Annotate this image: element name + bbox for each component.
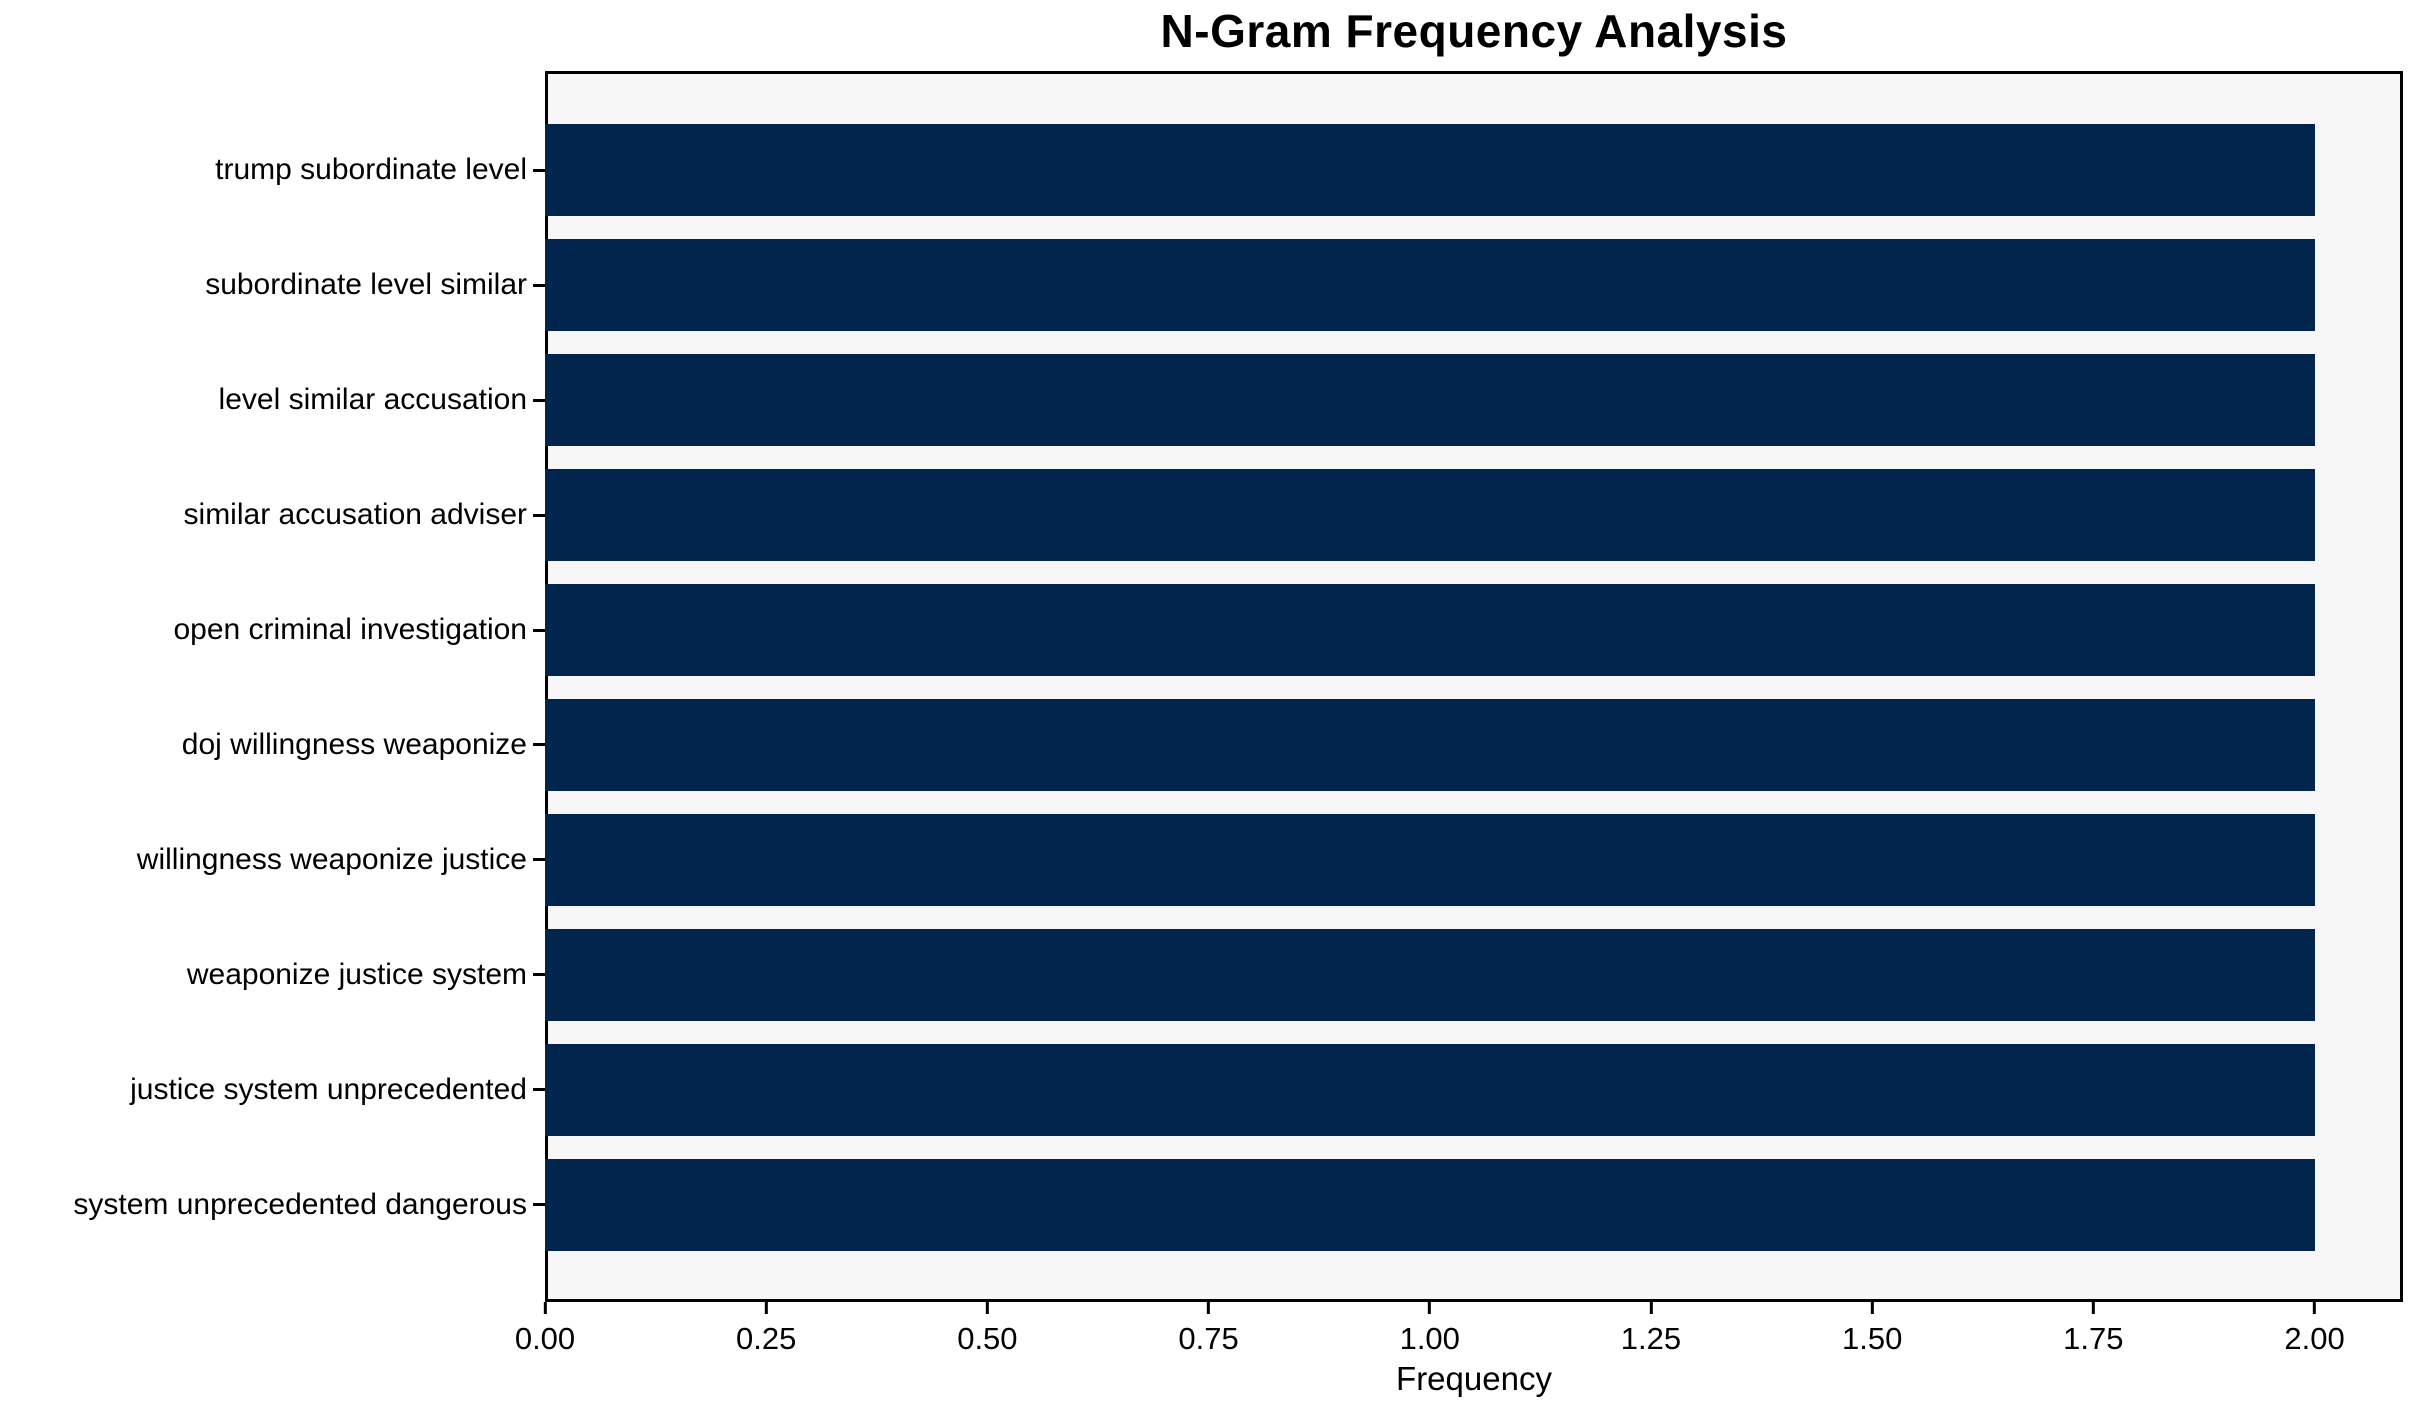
x-tick-mark <box>1207 1302 1211 1314</box>
y-label-row: subordinate level similar <box>0 228 527 343</box>
x-tick: 0.75 <box>1178 1302 1239 1357</box>
y-tick-label: similar accusation adviser <box>183 498 527 532</box>
y-tick-mark <box>533 1088 545 1092</box>
y-tick-row <box>533 343 545 458</box>
y-label-row: trump subordinate level <box>0 113 527 228</box>
y-label-row: similar accusation adviser <box>0 458 527 573</box>
bar-row <box>545 228 2403 343</box>
x-tick: 1.75 <box>2063 1302 2124 1357</box>
y-tick-mark <box>533 743 545 747</box>
y-tick-label: open criminal investigation <box>173 613 527 647</box>
x-tick: 2.00 <box>2284 1302 2345 1357</box>
y-tick-label: willingness weaponize justice <box>136 842 527 876</box>
bar-row <box>545 113 2403 228</box>
y-tick-mark <box>533 973 545 977</box>
y-tick-row <box>533 917 545 1032</box>
x-tick-mark <box>1428 1302 1432 1314</box>
y-tick-mark <box>533 858 545 862</box>
y-tick-label: level similar accusation <box>218 383 527 417</box>
x-tick-label: 1.25 <box>1620 1321 1682 1356</box>
y-tick-mark <box>533 283 545 287</box>
bar <box>545 1043 2315 1136</box>
y-axis-tick-marks <box>533 71 545 1302</box>
x-tick: 1.00 <box>1400 1302 1460 1357</box>
y-label-row: level similar accusation <box>0 343 527 458</box>
x-tick-mark <box>1870 1302 1874 1314</box>
bar-row <box>545 573 2403 688</box>
x-tick-mark <box>764 1302 768 1314</box>
x-tick-label: 2.00 <box>2284 1321 2345 1356</box>
x-tick-label: 0.75 <box>1178 1321 1239 1356</box>
bar <box>545 469 2315 562</box>
x-tick-label: 0.00 <box>514 1321 576 1356</box>
y-tick-mark <box>533 513 545 517</box>
y-label-row: system unprecedented dangerous <box>0 1147 527 1262</box>
x-tick-label: 0.50 <box>957 1321 1018 1356</box>
bar <box>545 124 2315 217</box>
y-label-row: doj willingness weaponize <box>0 688 527 803</box>
y-tick-row <box>533 573 545 688</box>
y-tick-label: justice system unprecedented <box>130 1072 527 1106</box>
y-label-row: justice system unprecedented <box>0 1032 527 1147</box>
chart-title: N-Gram Frequency Analysis <box>1160 5 1788 57</box>
x-axis-label: Frequency <box>1396 1360 1552 1397</box>
bar-row <box>545 458 2403 573</box>
bar <box>545 928 2315 1021</box>
y-label-row: willingness weaponize justice <box>0 802 527 917</box>
y-label-row: open criminal investigation <box>0 573 527 688</box>
y-tick-row <box>533 458 545 573</box>
x-axis-ticks: 0.00 0.25 0.50 0.75 1.00 1.25 1.50 1.75 2.00 <box>515 1302 2403 1402</box>
bar-row <box>545 802 2403 917</box>
y-tick-label: subordinate level similar <box>205 268 527 302</box>
x-tick: 1.50 <box>1842 1302 1902 1357</box>
x-tick-mark <box>543 1302 547 1314</box>
x-tick: 0.25 <box>736 1302 796 1357</box>
x-tick: 1.25 <box>1621 1302 1681 1357</box>
y-tick-mark <box>533 398 545 402</box>
x-tick-label: 1.50 <box>1841 1321 1903 1356</box>
y-tick-mark <box>533 168 545 172</box>
bar <box>545 1158 2315 1251</box>
bars-container <box>545 71 2403 1302</box>
x-tick: 0.50 <box>957 1302 1018 1357</box>
x-tick-mark <box>1649 1302 1653 1314</box>
x-tick-mark <box>2313 1302 2317 1314</box>
y-tick-mark <box>533 628 545 632</box>
y-tick-row <box>533 1032 545 1147</box>
y-label-row: weaponize justice system <box>0 917 527 1032</box>
y-tick-row <box>533 113 545 228</box>
bar <box>545 354 2315 447</box>
x-tick-mark <box>985 1302 989 1314</box>
bar-row <box>545 1147 2403 1262</box>
bar <box>545 584 2315 677</box>
bar-row <box>545 917 2403 1032</box>
y-tick-row <box>533 228 545 343</box>
bar <box>545 239 2315 332</box>
x-tick: 0.00 <box>515 1302 575 1357</box>
x-tick-mark <box>2091 1302 2095 1314</box>
bar <box>545 699 2315 791</box>
y-tick-label: trump subordinate level <box>215 153 527 187</box>
y-tick-row <box>533 1147 545 1262</box>
bar <box>545 813 2315 906</box>
y-tick-mark <box>533 1203 545 1207</box>
bar-row <box>545 688 2403 803</box>
x-tick-label: 0.25 <box>736 1321 797 1356</box>
x-tick-label: 1.00 <box>1399 1321 1460 1356</box>
y-tick-row <box>533 688 545 803</box>
x-tick-label: 1.75 <box>2063 1321 2124 1356</box>
y-tick-label: system unprecedented dangerous <box>73 1187 527 1221</box>
y-tick-row <box>533 802 545 917</box>
y-axis-labels: trump subordinate level subordinate level… <box>0 71 527 1302</box>
bar-row <box>545 343 2403 458</box>
y-tick-label: weaponize justice system <box>186 957 527 991</box>
bar-row <box>545 1032 2403 1147</box>
y-tick-label: doj willingness weaponize <box>181 727 527 761</box>
